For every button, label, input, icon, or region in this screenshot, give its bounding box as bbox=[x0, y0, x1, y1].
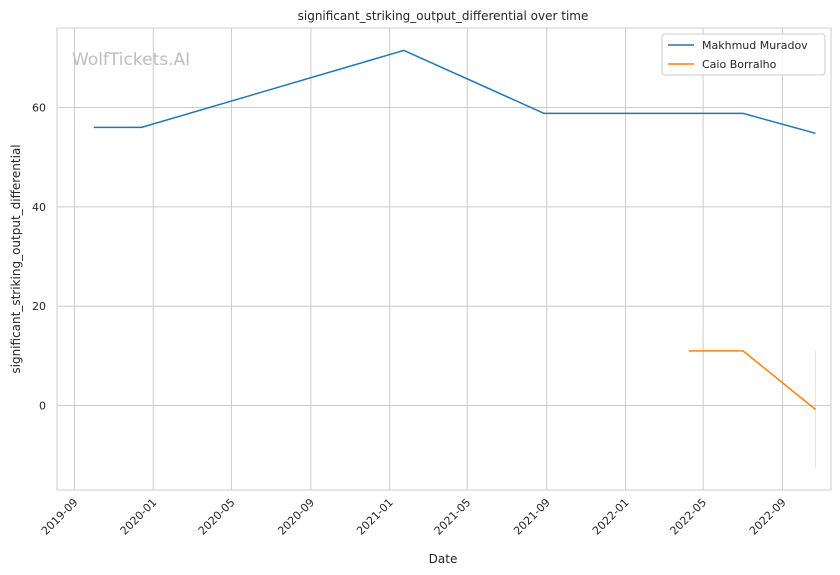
legend-label-0: Makhmud Muradov bbox=[702, 39, 808, 52]
y-tick-label: 0 bbox=[39, 400, 46, 413]
y-axis-label: significant_striking_output_differential bbox=[9, 144, 23, 373]
y-tick-label: 60 bbox=[32, 101, 46, 114]
x-axis-label: Date bbox=[429, 552, 458, 566]
series-0-line bbox=[93, 49, 816, 135]
y-tick-label: 40 bbox=[32, 201, 46, 214]
x-tick-label: 2019-09 bbox=[39, 496, 81, 538]
series-lines bbox=[93, 49, 816, 468]
x-tick-label: 2020-09 bbox=[275, 496, 317, 538]
legend-label-1: Caio Borralho bbox=[702, 58, 777, 71]
x-tick-label: 2020-05 bbox=[196, 496, 238, 538]
x-tick-label: 2022-01 bbox=[590, 496, 632, 538]
watermark: WolfTickets.AI bbox=[72, 50, 190, 70]
grid bbox=[57, 28, 831, 490]
x-tick-label: 2021-09 bbox=[511, 496, 553, 538]
x-tick-label: 2022-05 bbox=[668, 496, 710, 538]
legend: Makhmud Muradov Caio Borralho bbox=[661, 33, 826, 76]
x-tick-label: 2021-05 bbox=[432, 496, 474, 538]
y-tick-label: 20 bbox=[32, 300, 46, 313]
series-1-line bbox=[688, 350, 816, 411]
y-tick-labels: 0 20 40 60 bbox=[32, 101, 46, 412]
x-tick-labels: 2019-09 2020-01 2020-05 2020-09 2021-01 2021-… bbox=[39, 496, 789, 538]
x-tick-label: 2020-01 bbox=[118, 496, 160, 538]
legend-box bbox=[661, 33, 826, 76]
plot-frame bbox=[56, 27, 832, 491]
x-tick-label: 2021-01 bbox=[354, 496, 396, 538]
chart-title: significant_striking_output_differential… bbox=[298, 9, 589, 23]
x-tick-label: 2022-09 bbox=[747, 496, 789, 538]
